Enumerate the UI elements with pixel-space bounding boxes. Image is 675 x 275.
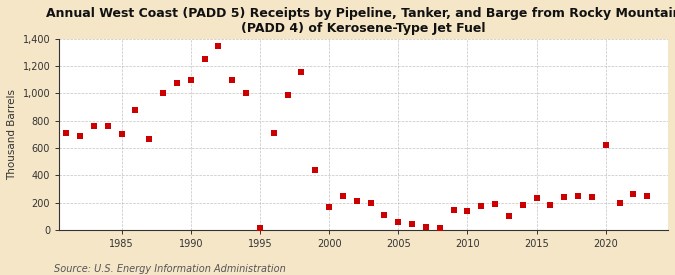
Point (476, 204, 487, 208)
Point (462, 209, 472, 214)
Point (144, 137, 155, 141)
Point (572, 194, 583, 198)
Point (365, 200, 376, 205)
Point (158, 91, 169, 96)
Point (241, 91, 252, 96)
Point (103, 124, 113, 128)
Point (171, 80, 182, 85)
Point (116, 132, 127, 136)
Point (600, 143, 611, 147)
Point (614, 200, 625, 205)
Point (504, 214, 514, 218)
Point (213, 43, 224, 48)
Point (435, 226, 446, 231)
Point (448, 208, 459, 212)
Point (296, 69, 307, 74)
Point (88, 124, 99, 128)
Point (75, 133, 86, 138)
Point (545, 203, 556, 207)
Point (352, 199, 362, 203)
Point (407, 222, 418, 227)
Point (642, 194, 653, 198)
Point (587, 195, 597, 199)
Text: Source: U.S. Energy Information Administration: Source: U.S. Energy Information Administ… (54, 264, 286, 274)
Point (61, 131, 72, 135)
Point (254, 226, 265, 231)
Y-axis label: Thousand Barrels: Thousand Barrels (7, 89, 17, 180)
Point (338, 194, 348, 198)
Point (199, 57, 210, 62)
Point (489, 202, 500, 206)
Point (393, 220, 404, 224)
Point (531, 196, 542, 201)
Point (324, 204, 335, 209)
Point (282, 93, 293, 97)
Point (130, 108, 141, 112)
Title: Annual West Coast (PADD 5) Receipts by Pipeline, Tanker, and Barge from Rocky Mo: Annual West Coast (PADD 5) Receipts by P… (46, 7, 675, 35)
Point (379, 213, 390, 217)
Point (517, 203, 528, 207)
Point (269, 131, 279, 135)
Point (310, 167, 321, 172)
Point (186, 78, 196, 82)
Point (628, 192, 639, 197)
Point (421, 225, 431, 229)
Point (559, 195, 570, 199)
Point (227, 78, 238, 82)
